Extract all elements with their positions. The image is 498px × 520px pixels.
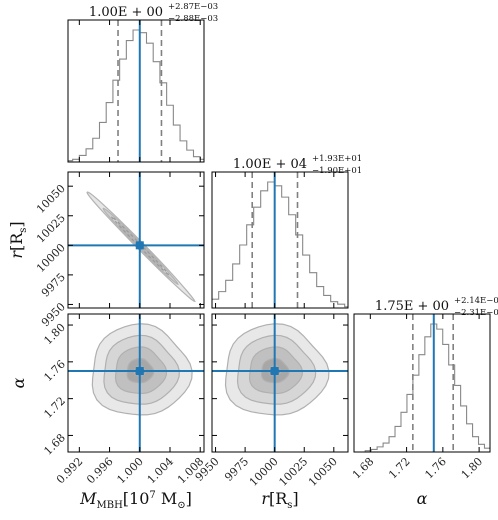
panel-frame-2-1 — [211, 313, 349, 453]
x-tick-label: 0.996 — [84, 455, 115, 486]
hist-title-alpha: 1.75E + 00 — [375, 299, 449, 314]
label-main: α — [9, 377, 28, 388]
x-axis-label-alpha: α — [417, 489, 428, 508]
label-main: α — [417, 489, 428, 508]
label-main: r — [261, 489, 270, 508]
x-tick-label: 1.004 — [145, 455, 176, 486]
x-tick-label: 1.80 — [459, 455, 486, 482]
truth-marker — [270, 367, 279, 376]
hist-title-mbh: 1.00E + 00 — [89, 5, 163, 20]
y-tick-label: 10000 — [34, 241, 68, 275]
hist-title-err-minus: −2.88E−03 — [168, 14, 218, 24]
y-tick-label: 10025 — [34, 212, 68, 246]
contour-alpha_vs_mbh — [68, 314, 204, 452]
label-unit: M — [156, 489, 177, 508]
label-sub: s — [287, 500, 292, 511]
hist-r — [212, 172, 348, 308]
panel-frame-2-0 — [67, 313, 205, 453]
label-rest: [R — [7, 232, 26, 251]
contour-dashed-inner — [110, 215, 170, 276]
hist-title-err-minus: −1.90E+01 — [312, 166, 362, 176]
hist-title-r: 1.00E + 04 — [233, 157, 307, 172]
label-rest: [10 — [123, 489, 150, 508]
hist-title-err-plus: +2.87E−03 — [168, 2, 218, 12]
y-axis-label-alpha: α — [9, 377, 28, 388]
y-tick-label: 1.68 — [41, 431, 68, 458]
panel-frame-0-0 — [67, 19, 205, 163]
y-tick-label: 1.72 — [41, 394, 68, 421]
label-main: r — [7, 250, 26, 259]
label-main: M — [79, 489, 97, 508]
x-tick-label: 1.68 — [350, 455, 377, 482]
x-axis-label-mbh: MMBH[107 M⊙] — [79, 489, 192, 511]
hist-title-err-plus: +2.14E−02 — [454, 296, 498, 306]
hist-title-err-minus: −2.31E−02 — [454, 308, 498, 318]
truth-marker — [135, 241, 144, 250]
label-sup: 7 — [149, 490, 155, 501]
panel-frame-2-2 — [353, 313, 491, 453]
label-sub: MBH — [96, 500, 123, 511]
x-tick-label: 1.72 — [386, 455, 413, 482]
x-axis-label-r: r[Rs] — [261, 489, 298, 511]
y-tick-label: 1.76 — [41, 358, 68, 385]
label-rest: [R — [269, 489, 288, 508]
x-tick-label: 1.76 — [422, 455, 449, 482]
label-close: ] — [7, 221, 26, 227]
x-tick-label: 10000 — [247, 455, 281, 489]
hist-step-line — [364, 323, 490, 452]
hist-mbh — [68, 20, 204, 162]
truth-marker — [135, 367, 144, 376]
label-unit-sub: ⊙ — [177, 500, 185, 511]
contour-alpha_vs_r — [212, 314, 348, 452]
label-close: ] — [292, 489, 298, 508]
y-tick-label: 9975 — [39, 271, 68, 300]
panel-frame-1-0 — [67, 171, 205, 309]
x-tick-label: 10025 — [276, 455, 310, 489]
x-tick-label: 0.992 — [54, 455, 85, 486]
hist-alpha — [364, 314, 490, 452]
contour-r_vs_mbh — [68, 172, 204, 308]
x-tick-label: 1.000 — [114, 455, 145, 486]
label-sub: s — [18, 228, 29, 233]
hist-title-err-plus: +1.93E+01 — [312, 154, 362, 164]
panel-frame-1-1 — [211, 171, 349, 309]
y-axis-label-r: r[Rs] — [7, 221, 29, 258]
y-tick-label: 10050 — [34, 182, 68, 216]
label-close: ] — [186, 489, 192, 508]
x-tick-label: 10050 — [306, 455, 340, 489]
